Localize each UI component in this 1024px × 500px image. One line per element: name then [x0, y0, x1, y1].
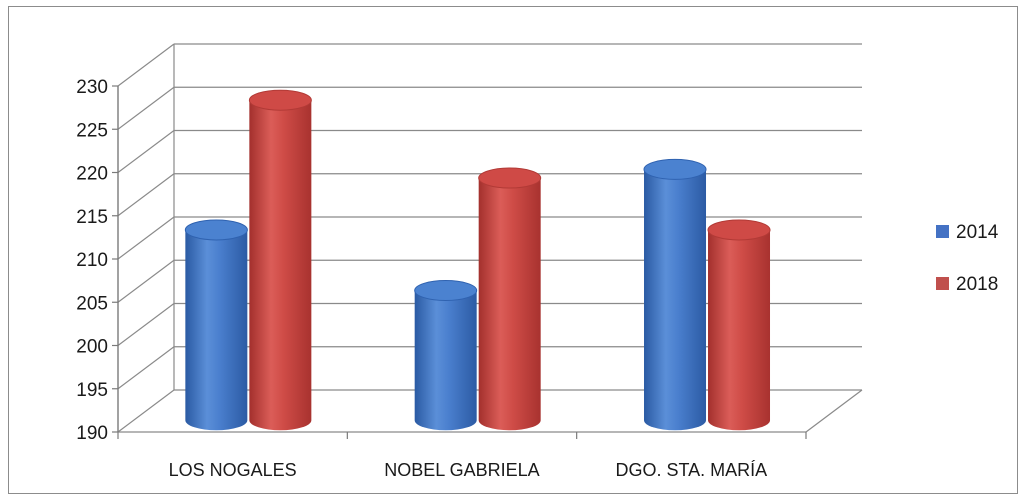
bars: [184, 89, 771, 431]
bar-2018-2: [707, 219, 771, 431]
x-category-labels: LOS NOGALES NOBEL GABRIELA DGO. STA. MARÍA: [169, 460, 768, 480]
bar-top: [707, 219, 771, 241]
bar-top: [478, 167, 542, 189]
axes: [112, 85, 807, 439]
category-label: NOBEL GABRIELA: [384, 460, 539, 480]
gridline-side: [117, 216, 175, 260]
y-tick-label: 200: [76, 337, 108, 358]
gridline-side: [117, 389, 175, 433]
bar-body: [414, 290, 477, 431]
gridline-side: [117, 130, 175, 173]
legend-label: 2018: [956, 274, 998, 295]
bar-2014-1: [414, 279, 478, 431]
y-tick-label: 205: [76, 293, 108, 314]
legend-swatch: [936, 225, 949, 238]
bar-body: [249, 100, 312, 431]
y-tick-label: 210: [76, 250, 108, 271]
bar-top: [248, 89, 312, 111]
bar-2018-1: [478, 167, 542, 431]
legend-label: 2014: [956, 222, 999, 243]
legend: 2014 2018: [936, 222, 999, 295]
bar-top: [414, 279, 478, 301]
bar-2014-0: [184, 219, 248, 431]
bar-body: [185, 229, 248, 431]
category-label: LOS NOGALES: [169, 460, 297, 480]
y-tick-label: 195: [76, 380, 108, 401]
y-tick-label: 190: [76, 423, 108, 444]
bar-2014-2: [643, 158, 707, 431]
bar-top: [643, 158, 707, 180]
gridline-side: [117, 43, 175, 87]
y-tick-labels: 190 195 200 205 210 215 220 225 230: [76, 77, 108, 444]
y-tick-label: 215: [76, 207, 108, 228]
y-tick-label: 220: [76, 164, 108, 185]
category-label: DGO. STA. MARÍA: [615, 460, 767, 480]
gridline-side: [117, 259, 175, 303]
gridline-side: [117, 173, 175, 217]
gridline-side: [117, 346, 175, 390]
gridline-side: [117, 303, 175, 346]
bar-2018-0: [248, 89, 312, 431]
y-tick-label: 225: [76, 120, 108, 141]
bar-body: [708, 229, 771, 431]
legend-swatch: [936, 277, 949, 290]
y-tick-label: 230: [76, 77, 108, 98]
floor-edge: [805, 389, 863, 433]
gridline-side: [117, 86, 175, 130]
bar-body: [478, 178, 541, 431]
bar-body: [644, 169, 707, 431]
bar-top: [184, 219, 248, 241]
